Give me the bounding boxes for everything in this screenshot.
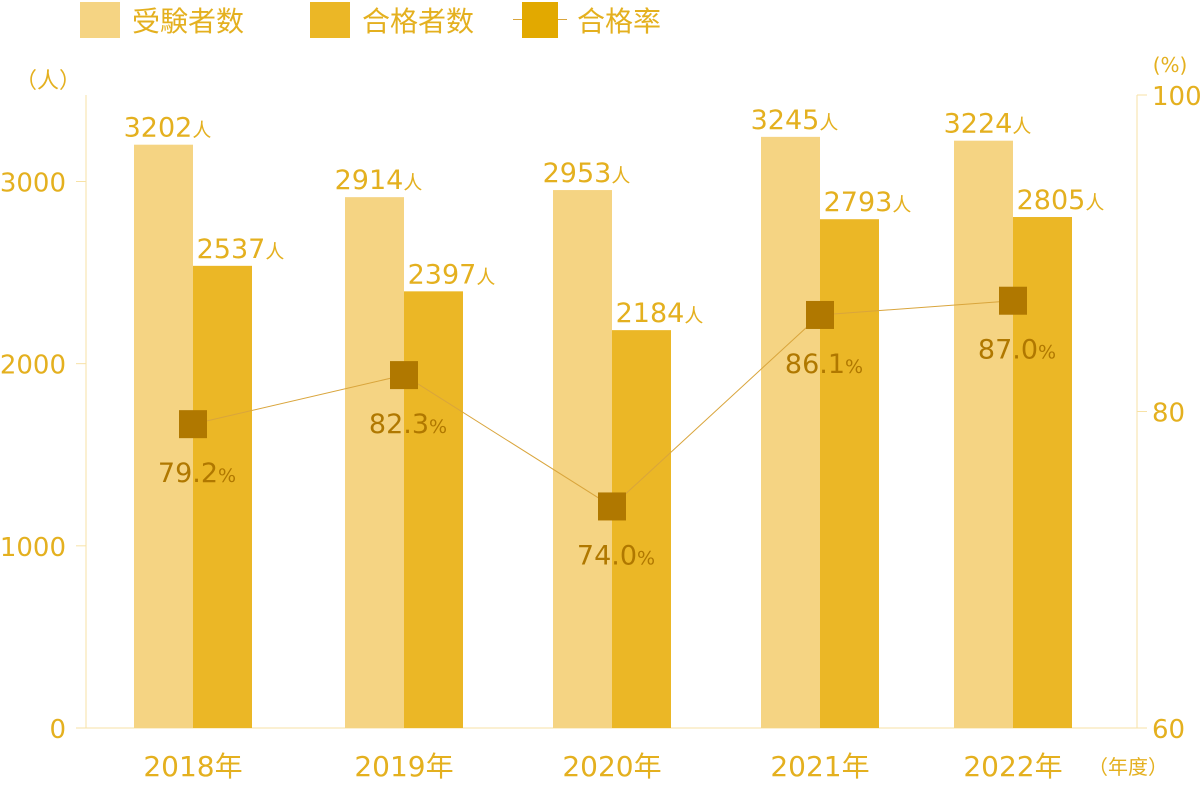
left-tick-label-1000: 1000 bbox=[0, 533, 66, 563]
x-axis-unit: （年度） bbox=[1088, 755, 1168, 779]
left-tick-label-3000: 3000 bbox=[0, 168, 66, 198]
bar-passers-2 bbox=[612, 330, 671, 728]
rate-label-3: 86.1% bbox=[785, 349, 863, 380]
x-tick-label-0: 2018年 bbox=[143, 750, 242, 783]
bar-passers-3 bbox=[820, 219, 879, 728]
x-tick-label-1: 2019年 bbox=[354, 750, 453, 783]
bar-applicants-1 bbox=[345, 197, 404, 728]
rate-marker-0 bbox=[179, 410, 207, 439]
label-passers-3: 2793人 bbox=[824, 187, 912, 218]
label-passers-1: 2397人 bbox=[408, 259, 496, 290]
rate-label-0: 79.2% bbox=[158, 458, 236, 489]
legend-label-applicants: 受験者数 bbox=[132, 5, 245, 38]
left-axis-unit: （人） bbox=[15, 69, 81, 94]
legend-item-passers: 合格者数 bbox=[310, 0, 474, 40]
label-passers-2: 2184人 bbox=[616, 298, 704, 329]
legend-line-rate bbox=[513, 2, 567, 38]
rate-label-2: 74.0% bbox=[577, 540, 655, 571]
left-tick-label-0: 0 bbox=[49, 715, 66, 745]
label-applicants-3: 3245人 bbox=[751, 105, 839, 136]
right-axis-unit: (%) bbox=[1153, 53, 1188, 77]
bar-applicants-2 bbox=[553, 190, 612, 728]
chart-axes: 0 1000 2000 3000 （人） 60 80 100 (%) 2018年 2019年 2020… bbox=[0, 53, 1200, 783]
rate-marker-1 bbox=[390, 361, 418, 390]
right-tick-label-100: 100 bbox=[1152, 82, 1200, 112]
legend-label-rate: 合格率 bbox=[577, 5, 662, 38]
label-applicants-0: 3202人 bbox=[124, 113, 212, 144]
rate-label-4: 87.0% bbox=[978, 335, 1056, 366]
x-tick-label-4: 2022年 bbox=[963, 750, 1062, 783]
right-tick-label-60: 60 bbox=[1152, 715, 1185, 745]
rate-marker-3 bbox=[806, 300, 834, 329]
legend-swatch-passers bbox=[310, 2, 350, 38]
label-applicants-4: 3224人 bbox=[944, 109, 1032, 140]
rate-marker-4 bbox=[999, 286, 1027, 315]
rate-line-layer bbox=[179, 286, 1027, 521]
legend-label-passers: 合格者数 bbox=[362, 5, 475, 38]
legend-item-applicants: 受験者数 bbox=[80, 0, 244, 40]
label-passers-4: 2805人 bbox=[1017, 185, 1105, 216]
bar-applicants-4 bbox=[954, 140, 1013, 729]
rate-marker-2 bbox=[598, 492, 626, 521]
left-tick-label-2000: 2000 bbox=[0, 351, 66, 381]
legend-item-rate: 合格率 bbox=[513, 0, 661, 40]
label-applicants-1: 2914人 bbox=[335, 165, 423, 196]
rate-label-1: 82.3% bbox=[369, 409, 447, 440]
right-tick-label-80: 80 bbox=[1152, 399, 1185, 429]
label-passers-0: 2537人 bbox=[197, 234, 285, 265]
chart-bars bbox=[134, 136, 1072, 729]
label-applicants-2: 2953人 bbox=[543, 158, 631, 189]
bar-applicants-3 bbox=[761, 136, 820, 729]
x-tick-label-2: 2020年 bbox=[562, 750, 661, 783]
chart-labels: 3202人 2537人 2914人 2397人 2953人 2184人 3245人 2793人… bbox=[124, 105, 1105, 572]
bar-passers-0 bbox=[193, 265, 252, 728]
x-tick-label-3: 2021年 bbox=[770, 750, 869, 783]
bar-passers-1 bbox=[404, 291, 463, 728]
legend-swatch-applicants bbox=[80, 2, 120, 38]
